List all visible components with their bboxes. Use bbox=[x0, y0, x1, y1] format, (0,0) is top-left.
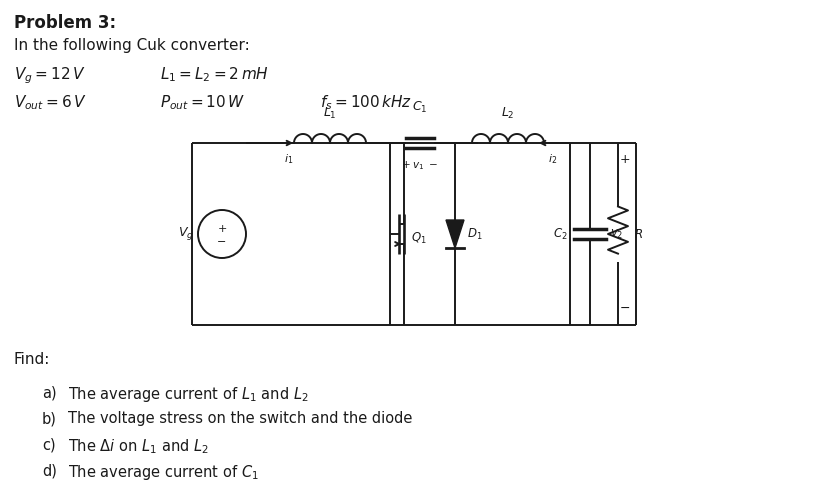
Text: The voltage stress on the switch and the diode: The voltage stress on the switch and the… bbox=[68, 411, 412, 426]
Text: $f_s = 100\,kHz$: $f_s = 100\,kHz$ bbox=[319, 93, 412, 112]
Polygon shape bbox=[446, 220, 464, 248]
Text: +: + bbox=[618, 153, 629, 166]
Text: $V_g$: $V_g$ bbox=[178, 226, 194, 242]
Text: −: − bbox=[618, 302, 629, 315]
Text: $L_1$: $L_1$ bbox=[323, 106, 337, 121]
Text: +: + bbox=[217, 224, 226, 234]
Text: The average current of $L_1$ and $L_2$: The average current of $L_1$ and $L_2$ bbox=[68, 385, 308, 404]
Text: d): d) bbox=[42, 463, 57, 478]
Text: $Q_1$: $Q_1$ bbox=[410, 230, 426, 245]
Text: b): b) bbox=[42, 411, 57, 426]
Text: $V_g = 12\,V$: $V_g = 12\,V$ bbox=[14, 65, 85, 86]
Text: $D_1$: $D_1$ bbox=[467, 227, 482, 241]
Text: $L_1 = L_2 = 2\,mH$: $L_1 = L_2 = 2\,mH$ bbox=[160, 65, 269, 84]
Text: c): c) bbox=[42, 437, 56, 452]
Text: $+\;v_1\;-$: $+\;v_1\;-$ bbox=[401, 159, 438, 172]
Text: $C_2$: $C_2$ bbox=[553, 227, 568, 241]
Text: $v_2$: $v_2$ bbox=[609, 228, 622, 241]
Text: The average current of $C_1$: The average current of $C_1$ bbox=[68, 463, 259, 482]
Text: The $\Delta i$ on $L_1$ and $L_2$: The $\Delta i$ on $L_1$ and $L_2$ bbox=[68, 437, 209, 455]
Text: $P_{out} = 10\,W$: $P_{out} = 10\,W$ bbox=[160, 93, 245, 112]
Text: In the following Cuk converter:: In the following Cuk converter: bbox=[14, 38, 250, 53]
Text: Problem 3:: Problem 3: bbox=[14, 14, 116, 32]
Text: $i_1$: $i_1$ bbox=[283, 152, 293, 166]
Text: $C_1$: $C_1$ bbox=[412, 100, 428, 115]
Text: Find:: Find: bbox=[14, 352, 50, 367]
Text: $V_{out} = 6\,V$: $V_{out} = 6\,V$ bbox=[14, 93, 87, 112]
Text: $i_2$: $i_2$ bbox=[547, 152, 557, 166]
Text: −: − bbox=[217, 237, 226, 247]
Text: $R$: $R$ bbox=[633, 228, 642, 241]
Text: $L_2$: $L_2$ bbox=[500, 106, 514, 121]
Text: a): a) bbox=[42, 385, 57, 400]
